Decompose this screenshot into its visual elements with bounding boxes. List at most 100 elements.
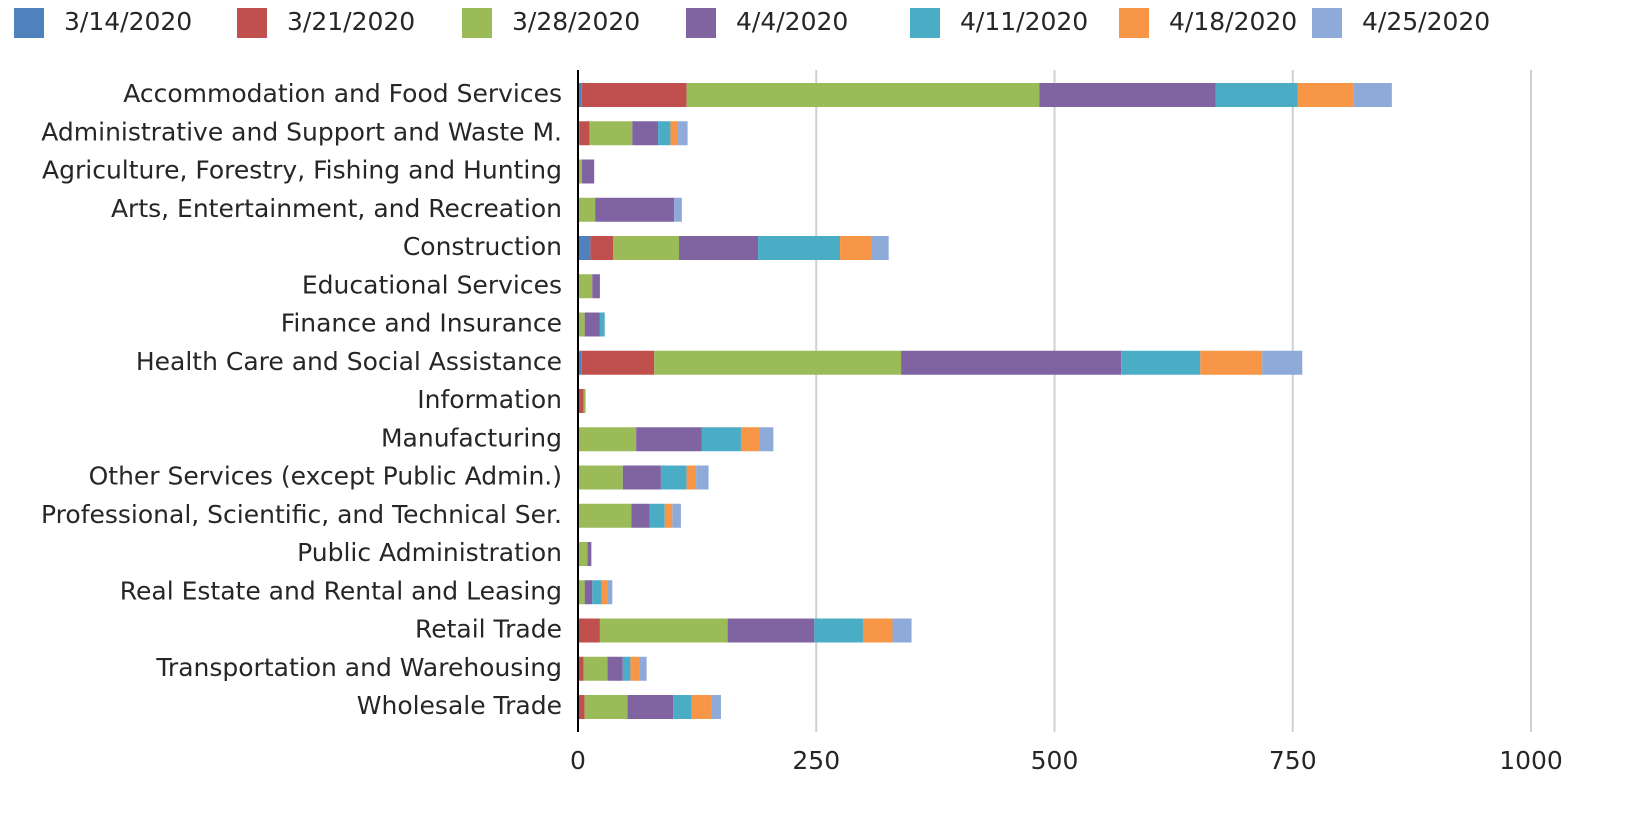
- legend-label: 4/18/2020: [1169, 7, 1297, 36]
- bar-segment: [759, 427, 774, 452]
- bar-segment: [1215, 83, 1298, 107]
- bar-segment: [581, 159, 595, 184]
- bar-segment: [711, 695, 721, 719]
- bar-segment: [636, 427, 702, 452]
- bar-segment: [578, 389, 584, 413]
- bar-segment: [589, 121, 633, 146]
- legend-swatch: [686, 8, 716, 38]
- bar-segment: [581, 350, 655, 375]
- bar-segment: [654, 350, 902, 375]
- bar-segment: [584, 312, 600, 337]
- bar-segment: [578, 503, 632, 528]
- bar-segment: [578, 427, 637, 452]
- y-tick-label: Accommodation and Food Services: [123, 79, 562, 108]
- legend-swatch: [1312, 8, 1342, 38]
- bar-segment: [892, 618, 912, 643]
- bar-segment: [592, 274, 600, 299]
- bar-segment: [901, 350, 1122, 375]
- bar-segment: [1039, 83, 1216, 107]
- bar-segment: [1353, 83, 1392, 107]
- legend-swatch: [462, 8, 492, 38]
- bar-segment: [631, 503, 650, 528]
- bar-segment: [595, 197, 675, 222]
- bar-segment: [601, 580, 608, 605]
- bar-segment: [696, 465, 709, 490]
- y-tick-label: Manufacturing: [381, 423, 562, 452]
- y-tick-label: Professional, Scientific, and Technical …: [41, 500, 562, 529]
- bar-segment: [578, 542, 588, 566]
- bar-segment: [727, 618, 815, 643]
- bar-segment: [584, 580, 593, 605]
- x-tick-label: 1000: [1499, 746, 1563, 775]
- bar-segment: [590, 236, 614, 260]
- bar-segment: [578, 159, 582, 184]
- y-tick-label: Arts, Entertainment, and Recreation: [111, 194, 562, 223]
- bar-segment: [1262, 350, 1303, 375]
- bar-segment: [639, 656, 647, 681]
- bar-segment: [658, 121, 671, 146]
- legend-swatch: [237, 8, 267, 38]
- bar-segment: [578, 656, 584, 681]
- bar-segment: [578, 465, 623, 490]
- bar-segment: [630, 656, 640, 681]
- bar-segment: [599, 618, 728, 643]
- x-tick-label: 750: [1269, 746, 1317, 775]
- bar-segment: [862, 618, 893, 643]
- bar-segment: [599, 312, 605, 337]
- y-tick-label: Other Services (except Public Admin.): [89, 462, 562, 491]
- bar-segment: [578, 274, 593, 299]
- legend-swatch: [14, 8, 44, 38]
- legend-label: 4/25/2020: [1362, 7, 1490, 36]
- y-tick-label: Retail Trade: [415, 615, 562, 644]
- bar-segment: [840, 236, 872, 260]
- bar-segment: [578, 83, 582, 107]
- bar-segment: [1297, 83, 1354, 107]
- bar-segment: [607, 580, 613, 605]
- y-tick-label: Real Estate and Rental and Leasing: [120, 576, 562, 605]
- bar-segment: [607, 656, 623, 681]
- bar-segment: [613, 236, 680, 260]
- bar-segment: [814, 618, 863, 643]
- legend-label: 3/21/2020: [287, 7, 415, 36]
- y-tick-label: Construction: [403, 232, 562, 261]
- bar-segment: [592, 580, 602, 605]
- bar-segment: [578, 197, 596, 222]
- legend-label: 4/4/2020: [736, 7, 848, 36]
- x-tick-label: 250: [792, 746, 840, 775]
- bar-segment: [740, 427, 760, 452]
- bar-segment: [678, 121, 688, 146]
- legend-swatch: [1119, 8, 1149, 38]
- bar-segment: [758, 236, 841, 260]
- bar-segment: [578, 312, 585, 337]
- bar-segment: [670, 121, 679, 146]
- bar-segment: [673, 695, 692, 719]
- y-tick-label: Public Administration: [297, 538, 562, 567]
- y-tick-label: Educational Services: [302, 270, 562, 299]
- bar-segment: [686, 465, 697, 490]
- bar-segment: [691, 695, 712, 719]
- bar-segment: [701, 427, 741, 452]
- x-tick-label: 0: [570, 746, 586, 775]
- bar-segment: [664, 503, 673, 528]
- bar-segment: [587, 542, 592, 566]
- bar-segment: [679, 236, 759, 260]
- bar-segment: [583, 389, 586, 413]
- bar-segment: [578, 618, 600, 643]
- bar-segment: [632, 121, 659, 146]
- bar-segment: [622, 656, 631, 681]
- bar-segment: [660, 465, 687, 490]
- bar-segment: [583, 656, 608, 681]
- y-tick-label: Transportation and Warehousing: [155, 653, 562, 682]
- legend-label: 3/28/2020: [512, 7, 640, 36]
- bar-segment: [578, 695, 585, 719]
- bar-segment: [578, 236, 591, 260]
- bar-segment: [649, 503, 665, 528]
- bar-segment: [581, 83, 687, 107]
- bar-segment: [672, 503, 681, 528]
- y-tick-label: Health Care and Social Assistance: [136, 347, 562, 376]
- bar-segment: [579, 121, 590, 146]
- y-tick-label: Agriculture, Forestry, Fishing and Hunti…: [42, 156, 562, 185]
- bar-segment: [584, 695, 628, 719]
- bar-segment: [627, 695, 674, 719]
